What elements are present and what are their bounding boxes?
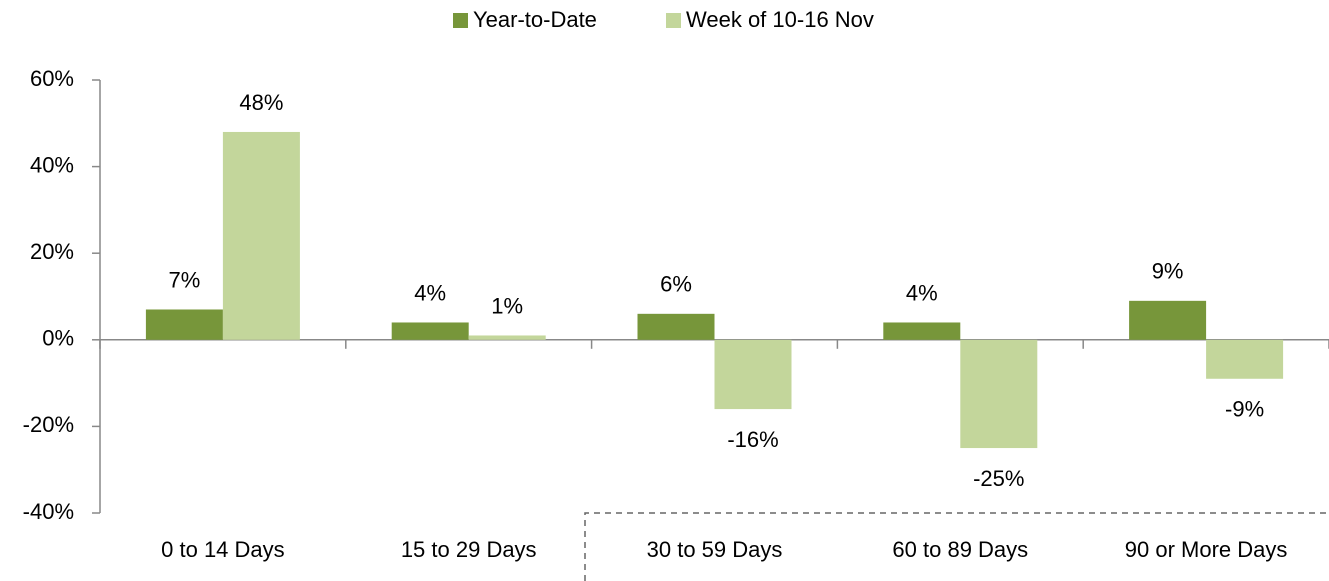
legend-label: Year-to-Date bbox=[473, 7, 597, 32]
legend-label: Week of 10-16 Nov bbox=[686, 7, 874, 32]
data-label: -16% bbox=[727, 427, 778, 452]
bar bbox=[960, 339, 1038, 449]
bar bbox=[1129, 300, 1207, 340]
bar bbox=[468, 335, 546, 340]
bar bbox=[1206, 339, 1284, 379]
data-label: -25% bbox=[973, 466, 1024, 491]
y-tick-label: 60% bbox=[30, 66, 74, 91]
legend-swatch bbox=[453, 13, 468, 28]
x-tick-label: 90 or More Days bbox=[1125, 537, 1288, 562]
bar bbox=[714, 339, 792, 410]
data-label: 1% bbox=[491, 293, 523, 318]
y-tick-label: 0% bbox=[42, 326, 74, 351]
x-tick-label: 60 to 89 Days bbox=[892, 537, 1028, 562]
data-label: 6% bbox=[660, 272, 692, 297]
legend-swatch bbox=[666, 13, 681, 28]
data-label: 7% bbox=[169, 267, 201, 292]
bar bbox=[883, 322, 961, 340]
data-label: 4% bbox=[414, 280, 446, 305]
y-tick-label: -20% bbox=[23, 412, 74, 437]
y-tick-label: -40% bbox=[23, 499, 74, 524]
dashed-frame bbox=[584, 512, 1329, 581]
bar bbox=[391, 322, 469, 340]
y-tick-label: 20% bbox=[30, 239, 74, 264]
x-tick-label: 15 to 29 Days bbox=[401, 537, 537, 562]
y-tick-label: 40% bbox=[30, 152, 74, 177]
x-tick-label: 0 to 14 Days bbox=[161, 537, 285, 562]
bar bbox=[222, 131, 300, 340]
bar bbox=[145, 309, 223, 340]
data-label: 9% bbox=[1152, 259, 1184, 284]
data-label: 4% bbox=[906, 280, 938, 305]
data-label: 48% bbox=[239, 90, 283, 115]
bar bbox=[637, 313, 715, 340]
x-tick-label: 30 to 59 Days bbox=[647, 537, 783, 562]
data-label: -9% bbox=[1225, 397, 1264, 422]
